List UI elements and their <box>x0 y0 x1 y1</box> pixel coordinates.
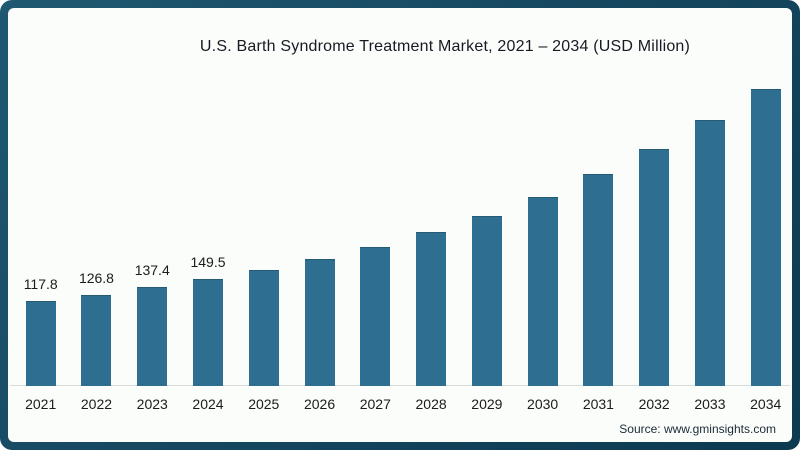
source-note: Source: www.gminsights.com <box>619 422 776 436</box>
x-axis-label-2026: 2026 <box>303 395 336 412</box>
x-axis-label-2034: 2034 <box>750 395 782 412</box>
x-axis-label-2030: 2030 <box>527 395 559 412</box>
chart-canvas: U.S. Barth Syndrome Treatment Market, 20… <box>8 8 792 442</box>
x-axis-label-2033: 2033 <box>694 395 726 412</box>
bar-2022 <box>81 295 112 387</box>
bar-2033 <box>694 119 725 387</box>
bar-2025 <box>248 270 279 387</box>
bar-value-label-2024: 149.5 <box>190 253 226 270</box>
x-axis-label-2023: 2023 <box>136 395 168 412</box>
x-axis-label-2022: 2022 <box>80 395 113 412</box>
bar-value-label-2022: 126.8 <box>78 270 114 287</box>
bar-value-label-2023: 137.4 <box>134 262 170 279</box>
x-axis-label-2032: 2032 <box>638 395 670 412</box>
x-axis-line <box>10 385 790 386</box>
bar-2032 <box>639 148 670 387</box>
bar-2027 <box>360 247 391 387</box>
bar-2034 <box>750 88 781 387</box>
x-axis-label-2025: 2025 <box>248 395 280 412</box>
chart-title: U.S. Barth Syndrome Treatment Market, 20… <box>199 38 691 55</box>
bar-2023 <box>137 287 168 387</box>
x-axis-label-2021: 2021 <box>25 395 57 412</box>
bar-2026 <box>304 258 335 387</box>
bar-2031 <box>583 174 614 387</box>
bar-2029 <box>471 216 502 387</box>
bar-2030 <box>527 197 558 387</box>
x-axis-label-2031: 2031 <box>582 395 614 412</box>
bar-2021 <box>25 301 56 387</box>
bar-value-label-2021: 117.8 <box>23 276 58 293</box>
x-axis-label-2027: 2027 <box>359 395 391 412</box>
bar-2024 <box>193 278 223 387</box>
bar-2028 <box>416 231 447 387</box>
x-axis-label-2029: 2029 <box>471 395 503 412</box>
plot-area: 2021 117.8 2022 126.8 2023 137.4 2024 149.5 2025… <box>8 8 792 442</box>
x-axis-label-2028: 2028 <box>415 395 447 412</box>
x-axis-label-2024: 2024 <box>192 395 224 412</box>
